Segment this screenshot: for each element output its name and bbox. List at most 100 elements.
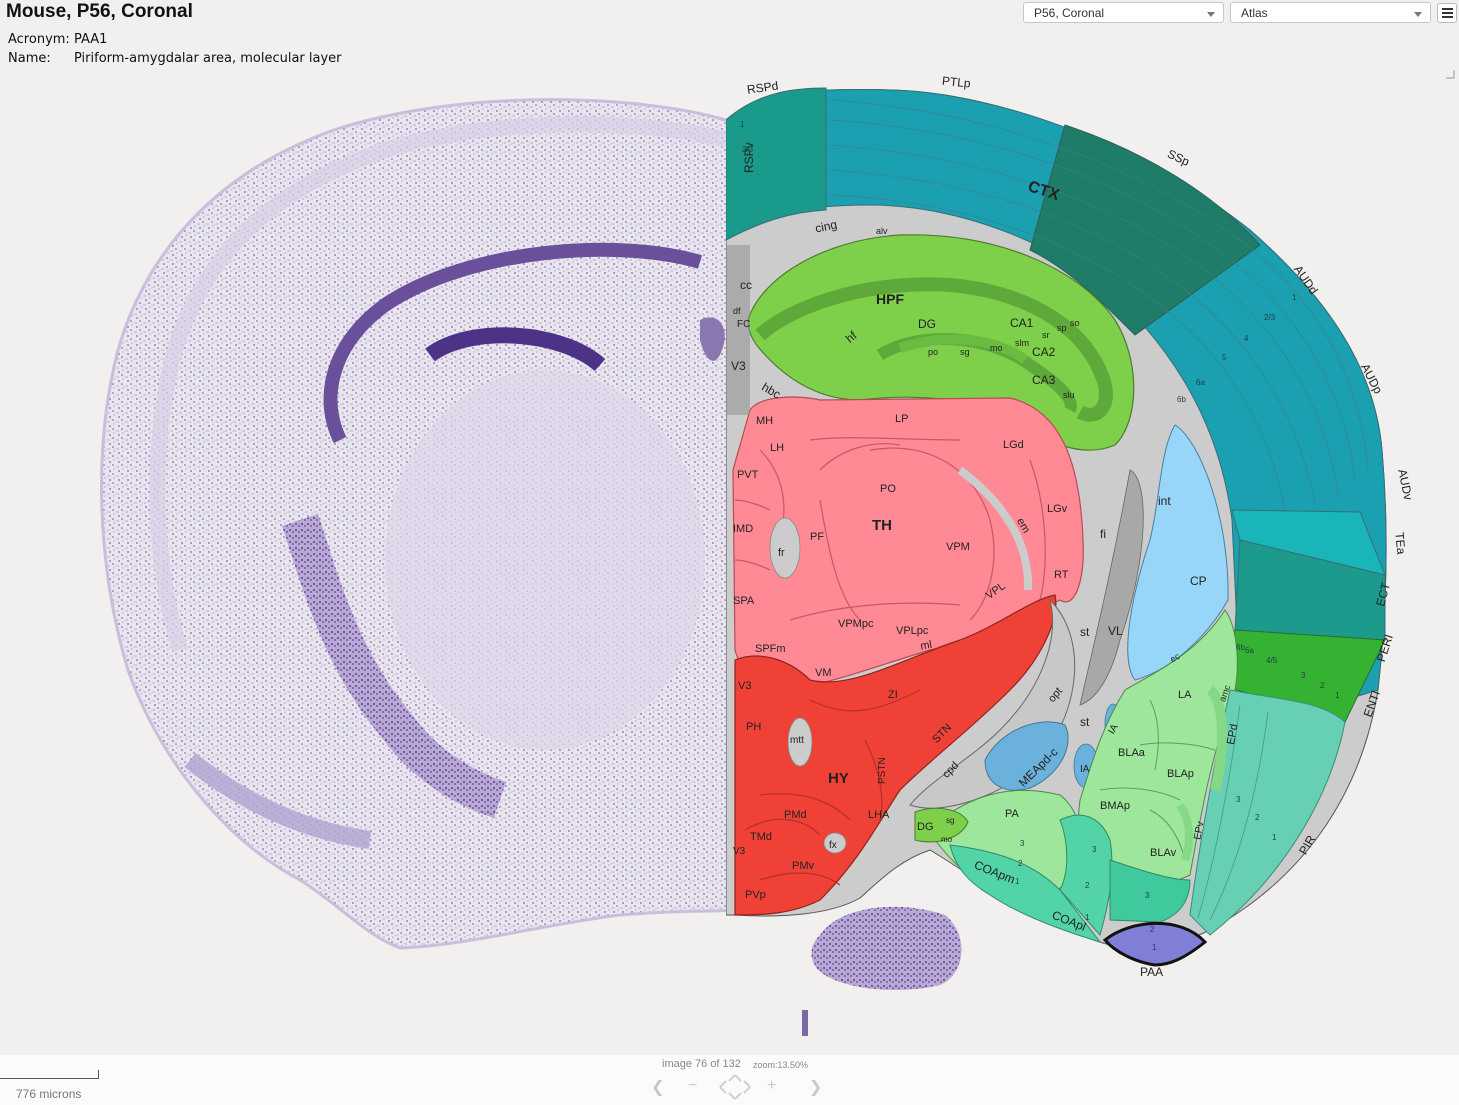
plus-icon[interactable]: + <box>767 1077 777 1094</box>
hamburger-menu-icon[interactable] <box>1437 3 1457 23</box>
acronym-row: Acronym: PAA1 <box>8 32 107 47</box>
svg-text:st: st <box>1080 625 1090 639</box>
svg-text:slu: slu <box>1063 390 1075 400</box>
svg-text:IA: IA <box>1080 764 1090 775</box>
svg-text:2: 2 <box>1255 813 1260 822</box>
label-TH: TH <box>872 517 892 534</box>
page-title: Mouse, P56, Coronal <box>6 1 193 22</box>
svg-text:6a: 6a <box>1245 646 1254 655</box>
svg-text:LA: LA <box>1178 689 1192 701</box>
svg-text:PMv: PMv <box>792 860 815 872</box>
svg-text:SPFm: SPFm <box>755 643 786 655</box>
svg-text:PO: PO <box>880 483 896 495</box>
name-row: Name: Piriform-amygdalar area, molecular … <box>8 51 342 66</box>
chevron-down-icon <box>1207 12 1215 17</box>
atlas-hemisphere <box>726 87 1387 967</box>
svg-text:fr: fr <box>778 547 785 559</box>
chevron-left-icon[interactable]: ❮ <box>651 1079 665 1096</box>
svg-text:BLAv: BLAv <box>1150 847 1177 859</box>
svg-text:5: 5 <box>1222 353 1227 362</box>
svg-text:sg: sg <box>946 816 954 825</box>
pan-arrows-icon[interactable] <box>717 1072 753 1102</box>
svg-text:FC: FC <box>737 319 750 330</box>
svg-text:PF: PF <box>810 531 824 543</box>
svg-text:2: 2 <box>1085 881 1090 890</box>
svg-text:V3: V3 <box>731 359 746 373</box>
svg-text:mo: mo <box>941 835 953 844</box>
label-HY: HY <box>828 770 849 787</box>
svg-text:VM: VM <box>815 667 832 679</box>
svg-text:RT: RT <box>1054 569 1069 581</box>
chevron-right-icon[interactable]: ❯ <box>809 1079 823 1096</box>
svg-text:CP: CP <box>1190 574 1207 588</box>
svg-text:CA3: CA3 <box>1032 373 1056 387</box>
svg-text:ZI: ZI <box>888 689 898 701</box>
svg-text:BLAa: BLAa <box>1118 747 1146 759</box>
svg-text:6b: 6b <box>1236 643 1245 652</box>
svg-text:MH: MH <box>756 415 773 427</box>
svg-text:6b: 6b <box>1177 395 1186 404</box>
svg-text:fi: fi <box>1100 527 1106 541</box>
svg-text:LGv: LGv <box>1047 503 1068 515</box>
label-TEa: TEa <box>1392 532 1408 555</box>
svg-text:sp: sp <box>1057 323 1067 333</box>
label-HPF: HPF <box>876 291 904 307</box>
plate-select-value: P56, Coronal <box>1034 6 1105 20</box>
svg-text:mo: mo <box>990 343 1003 353</box>
svg-text:1: 1 <box>1272 833 1277 842</box>
svg-text:po: po <box>928 347 938 357</box>
svg-text:so: so <box>1070 318 1080 328</box>
svg-text:1: 1 <box>1335 691 1340 700</box>
svg-text:4/5: 4/5 <box>1266 656 1278 665</box>
svg-text:PA: PA <box>1005 808 1020 820</box>
atlas-canvas[interactable]: CTX HPF TH HY RSPd PTLp SSp RSPv AUDd AU… <box>0 0 1459 1055</box>
svg-text:slm: slm <box>1015 338 1029 348</box>
svg-text:PMd: PMd <box>784 809 807 821</box>
svg-text:2/3: 2/3 <box>1264 313 1276 322</box>
svg-text:sr: sr <box>1042 330 1050 340</box>
svg-text:2/3: 2/3 <box>742 145 754 154</box>
svg-text:LHA: LHA <box>868 809 890 821</box>
svg-text:3: 3 <box>1236 795 1241 804</box>
svg-text:SPA: SPA <box>733 595 755 607</box>
minus-icon[interactable]: − <box>688 1077 698 1094</box>
corner-resize-icon <box>1446 70 1455 79</box>
svg-text:df: df <box>733 306 741 316</box>
nissl-hemisphere <box>100 98 962 1036</box>
scale-bar <box>0 1070 99 1079</box>
svg-text:cc: cc <box>740 278 752 292</box>
svg-text:1: 1 <box>1152 943 1157 952</box>
label-ECT: ECT <box>1373 580 1393 607</box>
acronym-value: PAA1 <box>74 32 108 47</box>
image-counter: image 76 of 132 <box>662 1058 741 1070</box>
svg-text:3: 3 <box>1020 839 1025 848</box>
label-PTLp: PTLp <box>941 74 971 91</box>
svg-text:int: int <box>1158 494 1171 508</box>
svg-text:2: 2 <box>1150 925 1155 934</box>
svg-text:DG: DG <box>918 317 936 331</box>
svg-text:PH: PH <box>746 721 761 733</box>
svg-text:1: 1 <box>1015 877 1020 886</box>
name-key: Name: <box>8 51 51 66</box>
svg-text:mtt: mtt <box>790 735 804 746</box>
view-select[interactable]: Atlas <box>1230 2 1431 23</box>
svg-text:PSTN: PSTN <box>877 757 888 784</box>
svg-text:6a: 6a <box>1196 378 1205 387</box>
label-RSPd: RSPd <box>746 79 779 97</box>
svg-text:DG: DG <box>917 821 934 833</box>
view-select-value: Atlas <box>1241 6 1268 20</box>
svg-text:VPLpc: VPLpc <box>896 625 929 637</box>
atlas-viewer[interactable]: CTX HPF TH HY RSPd PTLp SSp RSPv AUDd AU… <box>0 0 1459 1055</box>
acronym-key: Acronym: <box>8 32 70 47</box>
svg-text:CA1: CA1 <box>1010 316 1034 330</box>
svg-text:1: 1 <box>740 120 745 129</box>
svg-text:EPd: EPd <box>1225 723 1240 746</box>
plate-select[interactable]: P56, Coronal <box>1023 2 1224 23</box>
svg-text:alv: alv <box>876 226 888 236</box>
svg-text:cing: cing <box>814 217 838 235</box>
svg-text:EPv: EPv <box>1192 821 1206 841</box>
svg-text:2: 2 <box>1320 681 1325 690</box>
zoom-level: zoom:13.50% <box>753 1060 809 1070</box>
scale-label: 776 microns <box>16 1087 82 1101</box>
svg-text:1: 1 <box>1085 913 1090 922</box>
